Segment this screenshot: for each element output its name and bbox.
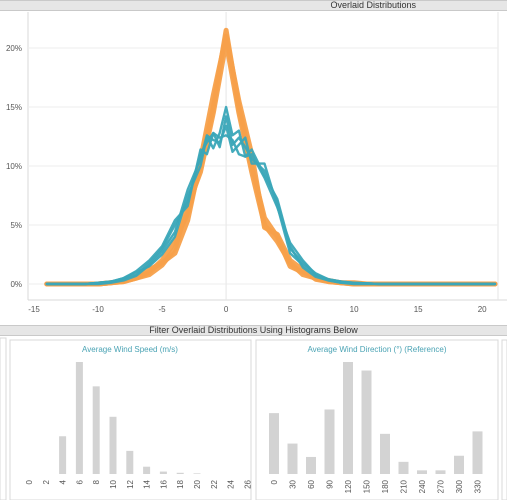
wind-speed-tick-label: 8 — [92, 479, 101, 484]
wind-speed-bar[interactable] — [159, 471, 167, 474]
wind-direction-bar[interactable] — [380, 433, 390, 474]
wind-speed-bar[interactable] — [109, 416, 117, 474]
teal-distribution-line[interactable] — [45, 105, 497, 286]
x-tick-label: 10 — [350, 305, 359, 314]
wind-direction-tick-label: 60 — [307, 479, 316, 488]
wind-direction-bar[interactable] — [361, 370, 372, 474]
orange-distribution-line[interactable] — [44, 27, 498, 287]
wind-direction-title: Average Wind Direction (°) (Reference) — [307, 345, 446, 354]
wind-speed-tick-label: 6 — [75, 479, 84, 484]
wind-speed-tick-label: 14 — [143, 479, 152, 488]
x-tick-label: 15 — [414, 305, 423, 314]
wind-direction-panel[interactable] — [255, 339, 499, 500]
x-tick-label: -15 — [28, 305, 40, 314]
y-tick-label: 20% — [6, 44, 22, 53]
filter-header: Filter Overlaid Distributions Using Hist… — [0, 325, 507, 336]
wind-direction-bar[interactable] — [269, 413, 279, 474]
wind-speed-tick-label: 26 — [243, 479, 252, 488]
wind-speed-panel[interactable] — [9, 339, 252, 500]
wind-direction-bar[interactable] — [454, 455, 464, 474]
orange-distribution-line[interactable] — [44, 39, 498, 287]
histogram-panels: Average Wind Speed (m/s) Average Wind Di… — [0, 337, 507, 500]
wind-speed-tick-label: 20 — [193, 479, 202, 488]
wind-speed-tick-label: 18 — [176, 479, 185, 488]
wind-direction-tick-label: 210 — [400, 479, 409, 493]
wind-speed-bar[interactable] — [143, 466, 151, 474]
teal-distribution-line[interactable] — [45, 124, 497, 286]
wind-direction-bar[interactable] — [435, 470, 446, 474]
wind-direction-bar[interactable] — [324, 409, 335, 474]
wind-speed-bar[interactable] — [59, 436, 67, 474]
x-tick-label: -5 — [158, 305, 166, 314]
wind-direction-tick-label: 150 — [363, 479, 372, 493]
wind-direction-tick-label: 180 — [381, 479, 390, 493]
wind-direction-tick-label: 30 — [289, 479, 298, 488]
wind-direction-bar[interactable] — [472, 431, 483, 474]
wind-speed-bar[interactable] — [126, 450, 134, 474]
x-tick-label: 0 — [224, 305, 229, 314]
y-tick-label: 5% — [10, 221, 22, 230]
overlaid-distributions-title: Overlaid Distributions — [330, 0, 416, 10]
wind-direction-tick-label: 90 — [326, 479, 335, 488]
wind-speed-tick-label: 24 — [227, 479, 236, 488]
wind-speed-tick-label: 16 — [159, 479, 168, 488]
teal-distribution-line[interactable] — [45, 115, 497, 286]
wind-speed-tick-label: 0 — [25, 479, 34, 484]
orange-distribution-line[interactable] — [44, 33, 498, 287]
x-tick-label: 20 — [478, 305, 487, 314]
wind-direction-tick-label: 330 — [474, 479, 483, 493]
wind-speed-tick-label: 4 — [59, 479, 68, 484]
wind-speed-tick-label: 12 — [126, 479, 135, 488]
y-tick-label: 15% — [6, 103, 22, 112]
right-panel-stub — [501, 339, 507, 500]
wind-direction-tick-label: 120 — [344, 479, 353, 493]
wind-direction-tick-label: 240 — [418, 479, 427, 493]
overlaid-distributions-chart: 0% 5% 10% 15% 20% -15 -10 -5 0 5 10 15 20 — [6, 12, 507, 314]
wind-direction-tick-label: 0 — [270, 479, 279, 484]
wind-speed-tick-label: 2 — [42, 479, 51, 484]
wind-direction-bar[interactable] — [343, 362, 353, 474]
wind-direction-bar[interactable] — [306, 456, 316, 474]
wind-speed-bar[interactable] — [176, 472, 184, 474]
x-tick-label: -10 — [92, 305, 104, 314]
wind-speed-tick-label: 22 — [210, 479, 219, 488]
wind-direction-bar[interactable] — [417, 470, 427, 474]
wind-speed-tick-label: 10 — [109, 479, 118, 488]
y-tick-label: 0% — [10, 280, 22, 289]
wind-direction-tick-label: 270 — [437, 479, 446, 493]
filter-header-title: Filter Overlaid Distributions Using Hist… — [149, 325, 358, 335]
wind-direction-bar[interactable] — [287, 443, 298, 474]
x-tick-label: 5 — [288, 305, 293, 314]
teal-distribution-line[interactable] — [45, 131, 497, 286]
wind-speed-title: Average Wind Speed (m/s) — [82, 345, 178, 354]
wind-direction-bar[interactable] — [398, 461, 409, 474]
wind-speed-bar[interactable] — [193, 473, 201, 474]
wind-speed-bar[interactable] — [92, 386, 100, 474]
y-tick-label: 10% — [6, 162, 22, 171]
wind-speed-bar[interactable] — [75, 362, 83, 474]
overlaid-distributions-header: Overlaid Distributions — [0, 0, 507, 11]
left-panel-stub — [0, 337, 7, 500]
wind-direction-tick-label: 300 — [455, 479, 464, 493]
